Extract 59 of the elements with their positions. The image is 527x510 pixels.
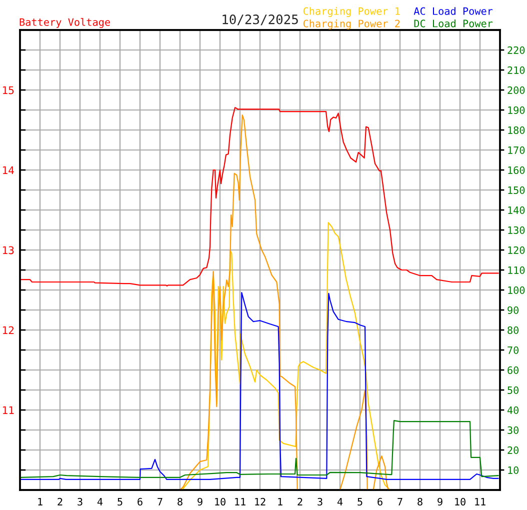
y2-tick-label: 90: [508, 306, 518, 314]
x-tick-label: 7: [398, 498, 402, 506]
y2-tick-label: 10: [508, 466, 518, 474]
y2-tick-label: 140: [508, 206, 525, 214]
y-tick-label: 14: [3, 166, 14, 174]
x-tick-label: 3: [318, 498, 322, 506]
x-tick-label: 1: [38, 498, 42, 506]
text: Charging Power 1: [303, 7, 400, 17]
y2-tick-label: 80: [508, 326, 518, 334]
y2-tick-label: 150: [508, 186, 525, 194]
x-tick-label: 1: [278, 498, 282, 506]
y2-tick-label: 130: [508, 226, 525, 234]
x-tick-label: 8: [418, 498, 422, 506]
y2-tick-label: 70: [508, 346, 518, 354]
y-tick-label: 12: [3, 326, 14, 334]
x-tick-label: 9: [198, 498, 202, 506]
x-tick-label: 11: [475, 498, 486, 506]
x-tick-label: 9: [438, 498, 442, 506]
y-tick-label: 11: [3, 406, 14, 414]
x-tick-label: 4: [97, 498, 103, 506]
x-tick-label: 5: [358, 498, 362, 506]
y2-tick-label: 20: [508, 446, 518, 454]
y2-tick-label: 110: [508, 266, 525, 274]
x-tick-label: 10: [215, 498, 226, 506]
y2-tick-label: 220: [508, 46, 525, 54]
y2-tick-label: 180: [508, 126, 525, 134]
y2-tick-label: 50: [508, 386, 518, 394]
x-tick-label: 6: [378, 498, 382, 506]
y2-tick-label: 200: [508, 86, 525, 94]
x-tick-label: 3: [78, 498, 82, 506]
y2-tick-label: 100: [508, 286, 525, 294]
y2-tick-label: 210: [508, 66, 525, 74]
x-tick-label: 2: [58, 498, 62, 506]
y2-tick-label: 40: [507, 406, 518, 414]
x-tick-label: 10: [455, 498, 466, 506]
y2-tick-label: 160: [508, 166, 525, 174]
y-tick-label: 15: [3, 86, 14, 94]
chart-title: 10/23/2025: [222, 14, 298, 26]
x-tick-label: 4: [337, 498, 343, 506]
text: Charging Power 2: [303, 20, 400, 30]
x-tick-label: 5: [118, 498, 122, 506]
y2-tick-label: 30: [508, 426, 518, 434]
y2-tick-label: 120: [508, 246, 525, 254]
line-series: [20, 420, 499, 478]
line-series: [20, 292, 499, 480]
y-tick-label: 13: [3, 246, 14, 254]
y2-tick-label: 190: [508, 106, 525, 114]
x-tick-label: 12: [255, 498, 266, 506]
y-axis-title: Battery Voltage: [20, 18, 110, 28]
x-tick-label: 6: [138, 498, 142, 506]
y2-tick-label: 170: [508, 146, 525, 154]
line-series: [20, 107, 499, 287]
x-tick-label: 2: [298, 498, 302, 506]
text: DC Load Power: [414, 19, 493, 28]
x-tick-label: 11: [235, 498, 246, 506]
text: AC Load Power: [414, 7, 493, 15]
y2-tick-label: 60: [508, 366, 518, 374]
x-tick-label: 8: [178, 498, 182, 506]
x-tick-label: 7: [158, 498, 162, 506]
